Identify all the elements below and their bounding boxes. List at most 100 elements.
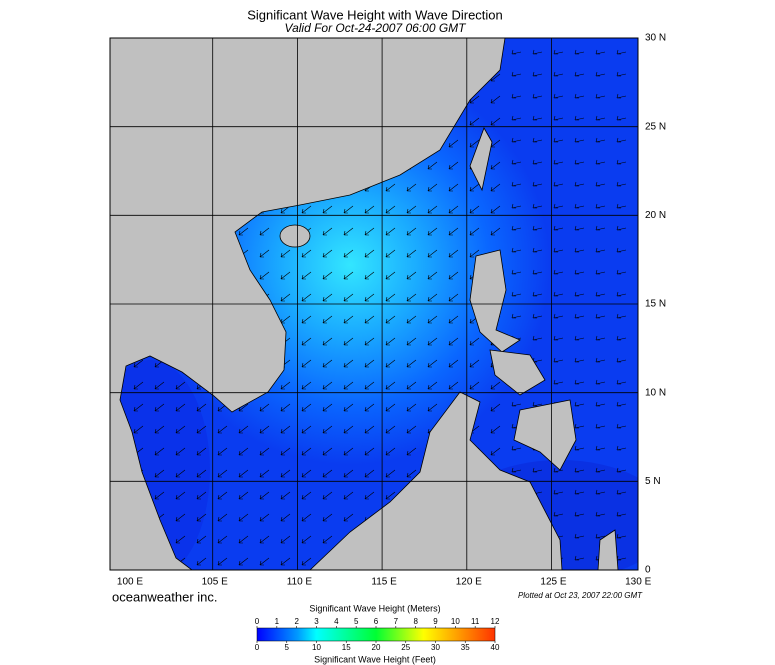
wave-arrow: [448, 381, 459, 390]
wave-arrow: [532, 181, 543, 187]
mindanao: [513, 399, 577, 471]
map: [110, 38, 638, 570]
wave-arrow: [217, 535, 228, 544]
lon-label: 125 E: [540, 577, 566, 588]
wave-arrow: [280, 403, 291, 412]
wave-arrow: [469, 183, 480, 192]
meters-tick-label: 4: [334, 617, 339, 626]
wave-arrow: [406, 249, 417, 258]
subtitle: Valid For Oct-24-2007 06:00 GMT: [285, 21, 468, 35]
wave-arrow: [175, 491, 186, 500]
wave-arrow: [448, 271, 459, 280]
wave-arrow: [280, 249, 291, 258]
lon-label: 130 E: [625, 577, 651, 588]
wave-arrow: [364, 425, 375, 434]
wave-arrow: [301, 293, 312, 302]
wave-arrow: [196, 513, 207, 522]
wave-arrow: [364, 205, 375, 214]
wave-arrow: [553, 489, 564, 495]
wave-arrow: [616, 467, 627, 473]
wave-arrow: [448, 249, 459, 258]
wave-arrow: [616, 181, 627, 187]
wave-arrow: [616, 401, 627, 407]
taiwan: [469, 127, 493, 192]
wave-arrow: [490, 425, 501, 434]
wave-arrow: [553, 291, 564, 297]
wave-arrow: [595, 291, 606, 297]
wave-arrow: [574, 511, 585, 517]
wave-arrow: [364, 227, 375, 236]
wave-arrow: [133, 381, 144, 390]
wave-arrow: [553, 335, 564, 341]
wave-arrow: [322, 425, 333, 434]
wave-arrow: [175, 535, 186, 544]
wave-arrow: [532, 225, 543, 231]
wave-arrow: [322, 337, 333, 346]
wave-arrow: [427, 227, 438, 236]
wave-arrow: [301, 425, 312, 434]
wave-arrow: [616, 489, 627, 495]
wave-arrow: [595, 379, 606, 385]
wave-arrow: [322, 403, 333, 412]
wave-arrow: [448, 359, 459, 368]
wave-arrow: [511, 467, 522, 473]
wave-arrow: [595, 335, 606, 341]
island: [597, 529, 619, 570]
wave-arrow: [301, 403, 312, 412]
wave-arrow: [595, 533, 606, 539]
wave-arrow: [385, 381, 396, 390]
wave-arrow: [175, 381, 186, 390]
wave-arrow: [406, 359, 417, 368]
wave-arrow: [490, 183, 501, 192]
wave-arrow: [301, 535, 312, 544]
feet-tick-label: 5: [285, 643, 290, 652]
wave-arrow: [469, 359, 480, 368]
wave-arrow: [616, 423, 627, 429]
wave-arrow: [175, 403, 186, 412]
wave-arrow: [343, 447, 354, 456]
wave-arrow: [343, 469, 354, 478]
wave-arrow: [490, 205, 501, 214]
wave-arrow: [595, 93, 606, 99]
wave-arrow: [574, 335, 585, 341]
wave-arrow: [448, 293, 459, 302]
title: Significant Wave Height with Wave Direct…: [247, 7, 503, 22]
lat-label: 25 N: [645, 121, 666, 132]
wave-arrow: [574, 401, 585, 407]
wave-arrow: [259, 425, 270, 434]
wave-arrow: [322, 535, 333, 544]
hainan: [279, 224, 311, 248]
wave-arrow: [616, 137, 627, 143]
meters-tick-label: 9: [433, 617, 438, 626]
wave-arrow: [364, 381, 375, 390]
wave-arrow: [574, 159, 585, 165]
lon-label: 110 E: [287, 577, 313, 588]
wave-arrow: [259, 513, 270, 522]
wave-arrow: [616, 225, 627, 231]
wave-arrow: [595, 71, 606, 77]
feet-tick-label: 30: [431, 643, 440, 652]
wave-arrow: [385, 183, 396, 192]
wave-arrow: [532, 247, 543, 253]
wave-arrow: [532, 159, 543, 165]
wave-arrow: [238, 447, 249, 456]
wave-arrow: [574, 203, 585, 209]
wave-arrow: [280, 425, 291, 434]
wave-arrow: [280, 513, 291, 522]
wave-arrow: [196, 557, 207, 566]
wave-arrow: [406, 315, 417, 324]
wave-arrow: [574, 115, 585, 121]
wave-arrow: [553, 93, 564, 99]
wave-arrow: [553, 511, 564, 517]
mainland: [110, 38, 506, 570]
wave-arrow: [448, 337, 459, 346]
wave-arrow: [553, 379, 564, 385]
wave-arrow: [427, 205, 438, 214]
wave-arrow: [133, 359, 144, 368]
wave-arrow: [322, 271, 333, 280]
wave-arrow: [574, 423, 585, 429]
visayas: [489, 349, 546, 396]
wave-arrow: [490, 403, 501, 412]
plotted-note: Plotted at Oct 23, 2007 22:00 GMT: [518, 591, 643, 600]
